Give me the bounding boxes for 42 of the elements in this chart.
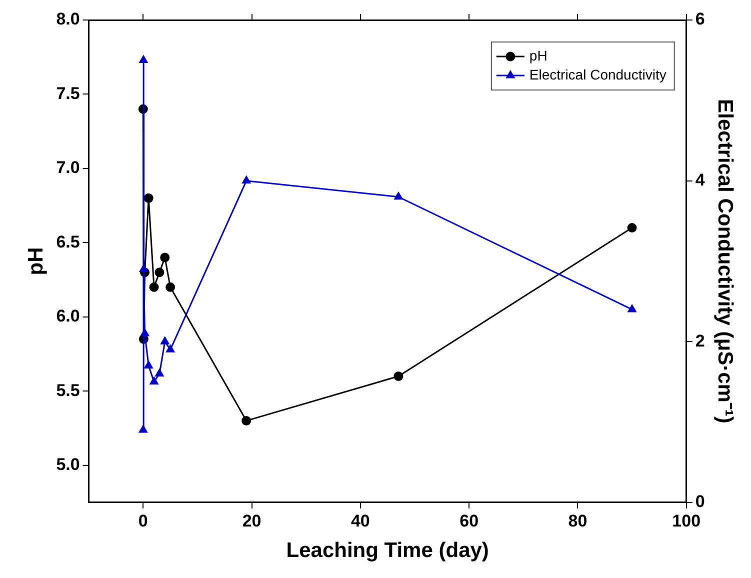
point (628, 304, 636, 312)
point (166, 344, 175, 352)
y2-tick-label: 6 (695, 10, 705, 29)
x-tick-label: 20 (242, 511, 262, 530)
point (150, 377, 158, 385)
x-tick-label: 80 (568, 511, 588, 530)
point (394, 192, 403, 200)
x-tick-label: 100 (672, 511, 701, 530)
x-axis-title: Leaching Time (day) (286, 539, 489, 562)
y2-tick-label: 4 (695, 170, 706, 190)
point (394, 371, 404, 381)
point (154, 268, 164, 278)
y-tick-label: 8.0 (56, 10, 80, 29)
point (627, 223, 637, 233)
x-tick-label: 0 (138, 511, 148, 530)
y-tick-label: 5.0 (56, 454, 80, 474)
point (144, 193, 154, 203)
point (144, 360, 153, 368)
y-axis-title: pH (24, 247, 48, 276)
y-tick-label: 7.0 (56, 158, 80, 178)
y2-tick-label: 0 (695, 492, 705, 512)
legend-label: Electrical Conductivity (529, 66, 666, 82)
point (160, 336, 170, 344)
point (139, 264, 148, 272)
point (139, 55, 148, 63)
x-tick-label: 40 (350, 511, 370, 530)
x-tick-label: 60 (460, 511, 479, 530)
point (242, 176, 251, 184)
point (155, 369, 164, 377)
point (149, 282, 159, 292)
y-tick-label: 6.5 (56, 232, 80, 252)
point (140, 328, 149, 336)
point (166, 282, 176, 292)
point (138, 425, 148, 433)
legend-label: pH (529, 47, 548, 64)
point (160, 252, 170, 262)
y-tick-label: 6.0 (56, 306, 80, 326)
y2-axis-title: Electrical Conductivity (μS·cm⁻¹) (714, 98, 737, 424)
y-tick-label: 7.5 (56, 84, 80, 103)
point (242, 416, 252, 426)
y-tick-label: 5.5 (56, 380, 80, 400)
y2-tick-label: 2 (695, 331, 705, 350)
